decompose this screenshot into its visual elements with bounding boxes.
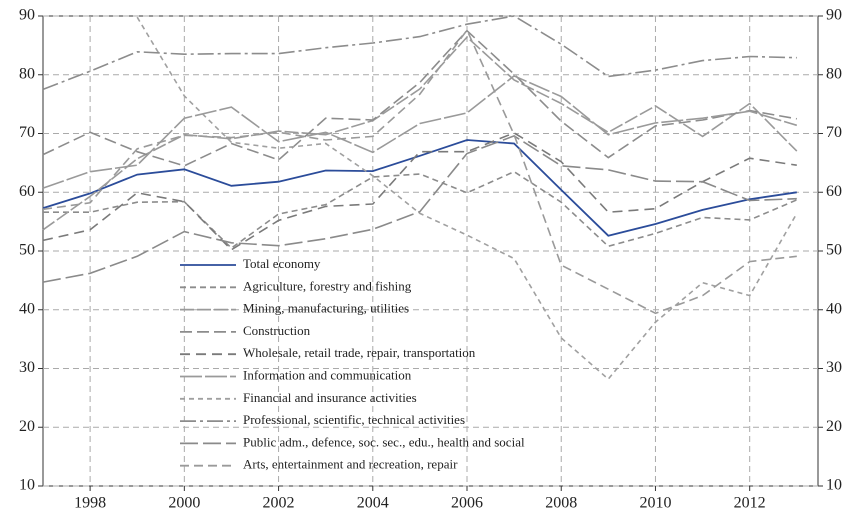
y2-tick-label: 10 — [826, 477, 842, 494]
series-line — [42, 29, 797, 167]
series-line — [42, 74, 798, 189]
legend-label: Total economy — [243, 256, 321, 271]
series-line — [42, 35, 798, 231]
y2-tick-label: 30 — [826, 359, 842, 376]
y2-tick-label: 70 — [826, 124, 842, 141]
y-tick-label: 50 — [19, 242, 35, 259]
y-tick-label: 40 — [19, 300, 35, 317]
x-tick-label: 2002 — [263, 495, 295, 512]
legend-label: Arts, entertainment and recreation, repa… — [243, 457, 458, 472]
x-tick-label: 2004 — [357, 495, 389, 512]
y-tick-label: 70 — [19, 124, 35, 141]
x-tick-label: 2006 — [451, 495, 483, 512]
x-tick-label: 2000 — [168, 495, 200, 512]
x-tick-label: 2008 — [545, 495, 577, 512]
legend-label: Construction — [243, 323, 311, 338]
x-tick-label: 2012 — [734, 495, 766, 512]
y2-tick-label: 80 — [826, 65, 842, 82]
y-tick-label: 60 — [19, 183, 35, 200]
legend-label: Financial and insurance activities — [243, 390, 417, 405]
y2-tick-label: 60 — [826, 183, 842, 200]
y2-tick-label: 40 — [826, 300, 842, 317]
x-tick-label: 1998 — [74, 495, 106, 512]
series-line — [136, 16, 798, 381]
legend-label: Agriculture, forestry and fishing — [243, 278, 412, 293]
series-line — [42, 135, 797, 283]
legend-label: Mining, manufacturing, utilities — [243, 301, 409, 316]
series-line — [42, 28, 797, 315]
series-line — [42, 139, 797, 237]
y-tick-label: 20 — [19, 418, 35, 435]
series-line — [43, 170, 798, 250]
y-tick-label: 10 — [19, 477, 35, 494]
legend-label: Professional, scientific, technical acti… — [243, 412, 465, 427]
y-tick-label: 30 — [19, 359, 35, 376]
legend-label: Information and communication — [243, 367, 412, 382]
legend-label: Wholesale, retail trade, repair, transpo… — [243, 345, 476, 360]
series-line — [42, 132, 797, 251]
legend: Total economy Agriculture, forestry and f… — [180, 256, 525, 472]
series-line — [42, 15, 797, 91]
y2-tick-label: 50 — [826, 242, 842, 259]
y2-tick-label: 20 — [826, 418, 842, 435]
x-tick-label: 2010 — [639, 495, 671, 512]
y-tick-label: 80 — [19, 65, 35, 82]
legend-label: Public adm., defence, soc. sec., edu., h… — [243, 434, 525, 449]
y2-tick-label: 90 — [826, 7, 842, 24]
y-tick-label: 90 — [19, 7, 35, 24]
